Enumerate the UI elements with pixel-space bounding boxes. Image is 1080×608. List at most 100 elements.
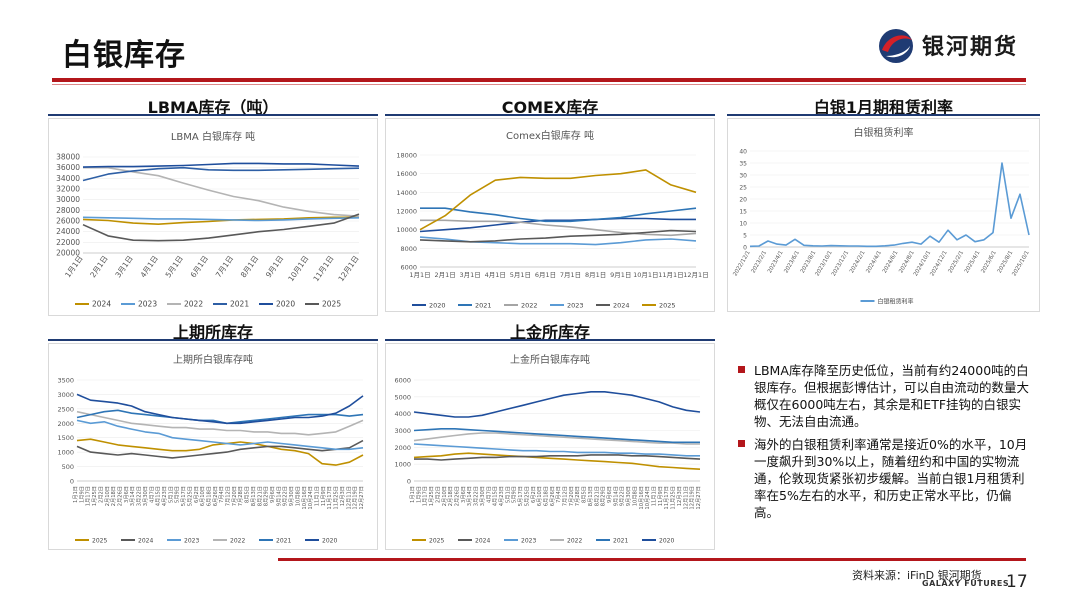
legend-label: 2025 (659, 302, 676, 310)
y-tick-label: 38000 (56, 153, 80, 162)
shfe-chart: 上期所白银库存吨 0 500 1000 1500 2000 2500 3000 3500 1月1日… (48, 343, 378, 550)
x-tick-label: 9月22日 (282, 486, 289, 506)
x-tick-label: 12月11日 (345, 486, 352, 510)
x-tick-label: 11月25日 (670, 486, 677, 510)
x-tick-label: 2月26日 (116, 486, 123, 506)
comex-chart: Comex白银库存 吨 6000 8000 10000 12000 14000 16000 1… (385, 118, 715, 312)
logo-text: 银河期货 (922, 35, 1019, 60)
series-line-2020 (413, 390, 701, 418)
y-tick-label: 6000 (394, 377, 411, 385)
x-tick-label: 3月22日 (136, 486, 143, 506)
y-tick-label: 12000 (396, 208, 417, 216)
x-tick-label: 8月13日 (587, 486, 594, 506)
y-tick-label: 0 (70, 478, 74, 486)
x-tick-label: 2023/2/1 (751, 250, 769, 274)
legend-label: 2020 (429, 302, 446, 310)
x-tick-label: 6月1日 (535, 271, 556, 279)
x-tick-label: 7月1日 (214, 254, 235, 279)
panel-rule-lease (727, 114, 1040, 116)
series-line-2022 (83, 166, 360, 217)
x-tick-label: 2月18日 (110, 486, 117, 506)
sge-svg: 上金所白银库存吨 0 1000 2000 3000 4000 5000 6000 1月1日 1月9… (394, 353, 702, 545)
series-line-2022 (76, 410, 364, 436)
galaxy-futures-wordmark: GALAXY FUTURES (922, 579, 1010, 588)
footer-divider (278, 558, 1026, 561)
x-tick-label: 8月29日 (263, 486, 270, 506)
series-line-2025 (76, 438, 364, 466)
panel-rule-shfe (48, 339, 378, 341)
y-tick-label: 20 (739, 197, 747, 204)
series-line-2024 (414, 454, 701, 461)
y-tick-label: 3500 (57, 377, 74, 385)
x-tick-label: 1月17日 (422, 486, 429, 506)
commentary: LBMA库存降至历史低位，当前有约24000吨的白银库存。但根据彭博估计，可以自… (736, 362, 1036, 527)
x-tick-label: 12月3日 (339, 486, 346, 506)
x-tick-label: 9月14日 (612, 486, 619, 506)
shfe-svg: 上期所白银库存吨 0 500 1000 1500 2000 2500 3000 3500 1月1日… (57, 353, 365, 545)
x-tick-label: 9月1日 (610, 271, 631, 279)
y-tick-label: 34000 (56, 174, 80, 183)
x-tick-label: 2月26日 (453, 486, 460, 506)
x-tick-label: 2024/2/1 (849, 250, 867, 274)
panel-title-comex: COMEX库存 (501, 98, 599, 117)
x-tick-label: 3月1日 (113, 254, 134, 279)
sge-chart: 上金所白银库存吨 0 1000 2000 3000 4000 5000 6000 1月1日 1月9… (385, 343, 715, 550)
x-tick-label: 6月1日 (189, 254, 210, 279)
chart-title: Comex白银库存 吨 (506, 129, 594, 142)
y-tick-label: 5 (743, 233, 747, 240)
panel-rule-lbma (48, 114, 378, 116)
x-tick-label: 5月9日 (511, 486, 518, 503)
series-line-白银租赁利率 (749, 162, 1030, 248)
x-tick-label: 1月25日 (91, 486, 98, 506)
series-line-2020 (76, 393, 364, 425)
y-tick-label: 1000 (57, 449, 74, 457)
x-tick-label: 8月29日 (600, 486, 607, 506)
x-tick-label: 11月17日 (326, 486, 333, 510)
y-tick-label: 30 (739, 173, 747, 180)
y-tick-label: 40 (739, 149, 747, 156)
x-tick-label: 7月28日 (237, 486, 244, 506)
legend-label: 2020 (276, 300, 295, 309)
series-line-2020 (82, 162, 360, 168)
x-tick-label: 11月1日 (658, 271, 683, 279)
y-tick-label: 15 (739, 209, 747, 216)
y-tick-label: 25 (739, 185, 747, 192)
x-tick-label: 7月28日 (574, 486, 581, 506)
y-tick-label: 10000 (396, 226, 417, 234)
legend-label: 2021 (475, 302, 492, 310)
y-tick-label: 1500 (57, 434, 74, 442)
panel-rule-comex (385, 114, 715, 116)
x-tick-label: 7月1日 (560, 271, 581, 279)
x-tick-label: 8月1日 (239, 254, 260, 279)
y-tick-label: 20000 (56, 249, 80, 258)
x-tick-label: 2023/8/1 (800, 250, 818, 274)
source-note: 资料来源：iFinD 银河期货 (852, 569, 982, 582)
bullet-square-icon (738, 440, 745, 447)
x-tick-label: 10月24日 (307, 486, 314, 510)
legend-label: 2022 (184, 300, 203, 309)
y-tick-label: 30000 (56, 195, 80, 204)
page-number: 17 (1006, 572, 1028, 592)
y-tick-label: 18000 (396, 152, 417, 160)
x-tick-label: 4月15日 (155, 486, 162, 506)
y-tick-label: 0 (407, 478, 411, 486)
legend-label: 2023 (521, 538, 536, 545)
x-tick-label: 6月26日 (549, 486, 556, 506)
x-tick-label: 6月26日 (212, 486, 219, 506)
y-tick-label: 2500 (57, 405, 74, 413)
series-line-2023 (82, 216, 360, 222)
panel-title-lease: 白银1月期租赁利率 (813, 98, 954, 117)
galaxy-logo-icon (879, 29, 913, 63)
chart-title: 白银租赁利率 (854, 126, 914, 139)
series-line-2020 (419, 217, 696, 233)
page-title: 白银库存 (62, 38, 186, 73)
x-tick-label: 5月9日 (174, 486, 181, 503)
x-tick-label: 1月1日 (409, 486, 416, 503)
x-tick-label: 8月1日 (585, 271, 606, 279)
legend-label: 2023 (138, 300, 157, 309)
x-tick-label: 4月7日 (148, 486, 155, 503)
x-tick-label: 4月1日 (485, 271, 506, 279)
x-tick-label: 2025/8/1 (997, 250, 1015, 274)
legend-label: 2025 (429, 538, 444, 545)
legend-label: 2024 (613, 302, 630, 310)
